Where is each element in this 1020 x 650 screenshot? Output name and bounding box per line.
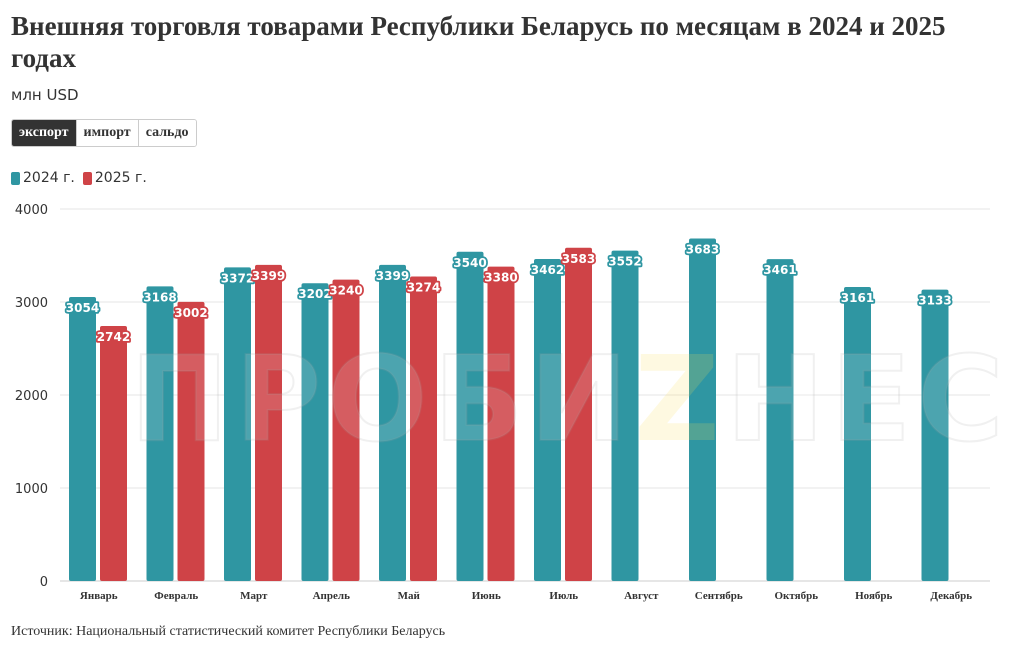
data-label-halo: 3462 xyxy=(531,263,564,277)
data-label: 3399 xyxy=(252,269,285,283)
bar-2025 xyxy=(100,325,127,581)
data-label-halo: 3240 xyxy=(329,284,362,298)
data-label: 3240 xyxy=(329,284,362,298)
y-tick-label: 0 xyxy=(40,575,48,590)
bar-2025 xyxy=(177,301,205,581)
legend-item-2025[interactable]: 2025 г. xyxy=(82,170,147,186)
data-label-halo: 2742 xyxy=(97,330,130,344)
data-label: 3461 xyxy=(763,263,796,277)
data-label: 3202 xyxy=(298,287,331,301)
data-label: 3552 xyxy=(608,255,641,269)
x-tick-label: Август xyxy=(624,590,659,602)
y-tick-label: 4000 xyxy=(15,203,48,218)
tab-export[interactable]: экспорт xyxy=(12,120,76,146)
data-label: 3168 xyxy=(143,290,176,304)
bar-2025 xyxy=(565,247,592,581)
bar-2024 xyxy=(379,264,406,581)
data-label: 3462 xyxy=(531,263,564,277)
x-tick-label: Апрель xyxy=(313,590,350,602)
x-tick-label: Январь xyxy=(80,590,118,602)
bar-2025 xyxy=(332,279,360,581)
bar-2024 xyxy=(224,267,251,581)
data-label-halo: 3133 xyxy=(918,294,951,308)
chart-subtitle: млн USD xyxy=(11,86,79,104)
data-label: 3372 xyxy=(221,271,254,285)
data-label-halo: 3202 xyxy=(298,287,331,301)
y-tick-label: 2000 xyxy=(15,389,48,404)
data-label: 3380 xyxy=(484,271,517,285)
data-label-halo: 3161 xyxy=(841,291,874,305)
data-label-halo: 3683 xyxy=(686,242,719,256)
data-label-halo: 3054 xyxy=(66,301,99,315)
data-label-halo: 3372 xyxy=(221,271,254,285)
data-label: 3274 xyxy=(407,281,440,295)
bar-2025 xyxy=(255,264,282,581)
data-label-halo: 3552 xyxy=(608,255,641,269)
data-label-halo: 3002 xyxy=(174,306,207,320)
bar-2024 xyxy=(301,283,329,581)
data-label: 3054 xyxy=(66,301,99,315)
data-label: 3540 xyxy=(453,256,486,270)
x-tick-label: Октябрь xyxy=(774,590,818,602)
x-tick-label: Ноябрь xyxy=(855,590,892,602)
x-tick-label: Июнь xyxy=(472,590,501,602)
data-label-halo: 3380 xyxy=(484,271,517,285)
bar-2025 xyxy=(410,276,437,581)
bar-2025 xyxy=(487,266,515,581)
legend-label-2024: 2024 г. xyxy=(23,170,75,186)
legend: 2024 г. 2025 г. xyxy=(11,170,155,186)
legend-label-2025: 2025 г. xyxy=(94,170,147,186)
bar-2024 xyxy=(844,287,871,581)
source-note: Источник: Национальный статистический ко… xyxy=(11,624,446,639)
data-label: 3133 xyxy=(918,294,951,308)
data-label: 2742 xyxy=(97,330,130,344)
y-tick-label: 3000 xyxy=(15,296,48,311)
legend-swatch-2025 xyxy=(82,171,92,185)
x-tick-label: Июль xyxy=(549,590,578,602)
x-tick-label: Декабрь xyxy=(930,590,972,602)
bar-2024 xyxy=(146,286,174,581)
data-label: 3399 xyxy=(376,269,409,283)
data-label-halo: 3274 xyxy=(407,281,440,295)
bar-2024 xyxy=(456,251,484,581)
x-tick-label: Сентябрь xyxy=(695,590,743,602)
bar-2024 xyxy=(689,238,716,581)
x-tick-label: Март xyxy=(240,590,268,602)
bar-2024 xyxy=(534,259,561,581)
x-tick-label: Февраль xyxy=(154,590,198,602)
data-label-halo: 3583 xyxy=(562,252,595,266)
data-label: 3161 xyxy=(841,291,874,305)
x-tick-label: Май xyxy=(398,590,421,602)
data-label-halo: 3461 xyxy=(763,263,796,277)
data-label-halo: 3540 xyxy=(453,256,486,270)
metric-tabs: экспорт импорт сальдо xyxy=(11,119,197,147)
data-label-halo: 3399 xyxy=(376,269,409,283)
legend-item-2024[interactable]: 2024 г. xyxy=(11,170,75,186)
bar-2024 xyxy=(766,259,794,581)
bar-2024 xyxy=(611,250,639,581)
legend-swatch-2024 xyxy=(11,171,20,185)
tab-import[interactable]: импорт xyxy=(75,120,138,146)
data-label: 3002 xyxy=(174,306,207,320)
bar-2024 xyxy=(69,296,96,581)
data-label: 3583 xyxy=(562,252,595,266)
tab-balance[interactable]: сальдо xyxy=(137,120,196,146)
data-label-halo: 3399 xyxy=(252,269,285,283)
bar-2024 xyxy=(921,289,949,581)
y-tick-label: 1000 xyxy=(15,482,48,497)
data-label-halo: 3168 xyxy=(143,290,176,304)
data-label: 3683 xyxy=(686,242,719,256)
chart-title: Внешняя торговля товарами Республики Бел… xyxy=(11,11,946,73)
